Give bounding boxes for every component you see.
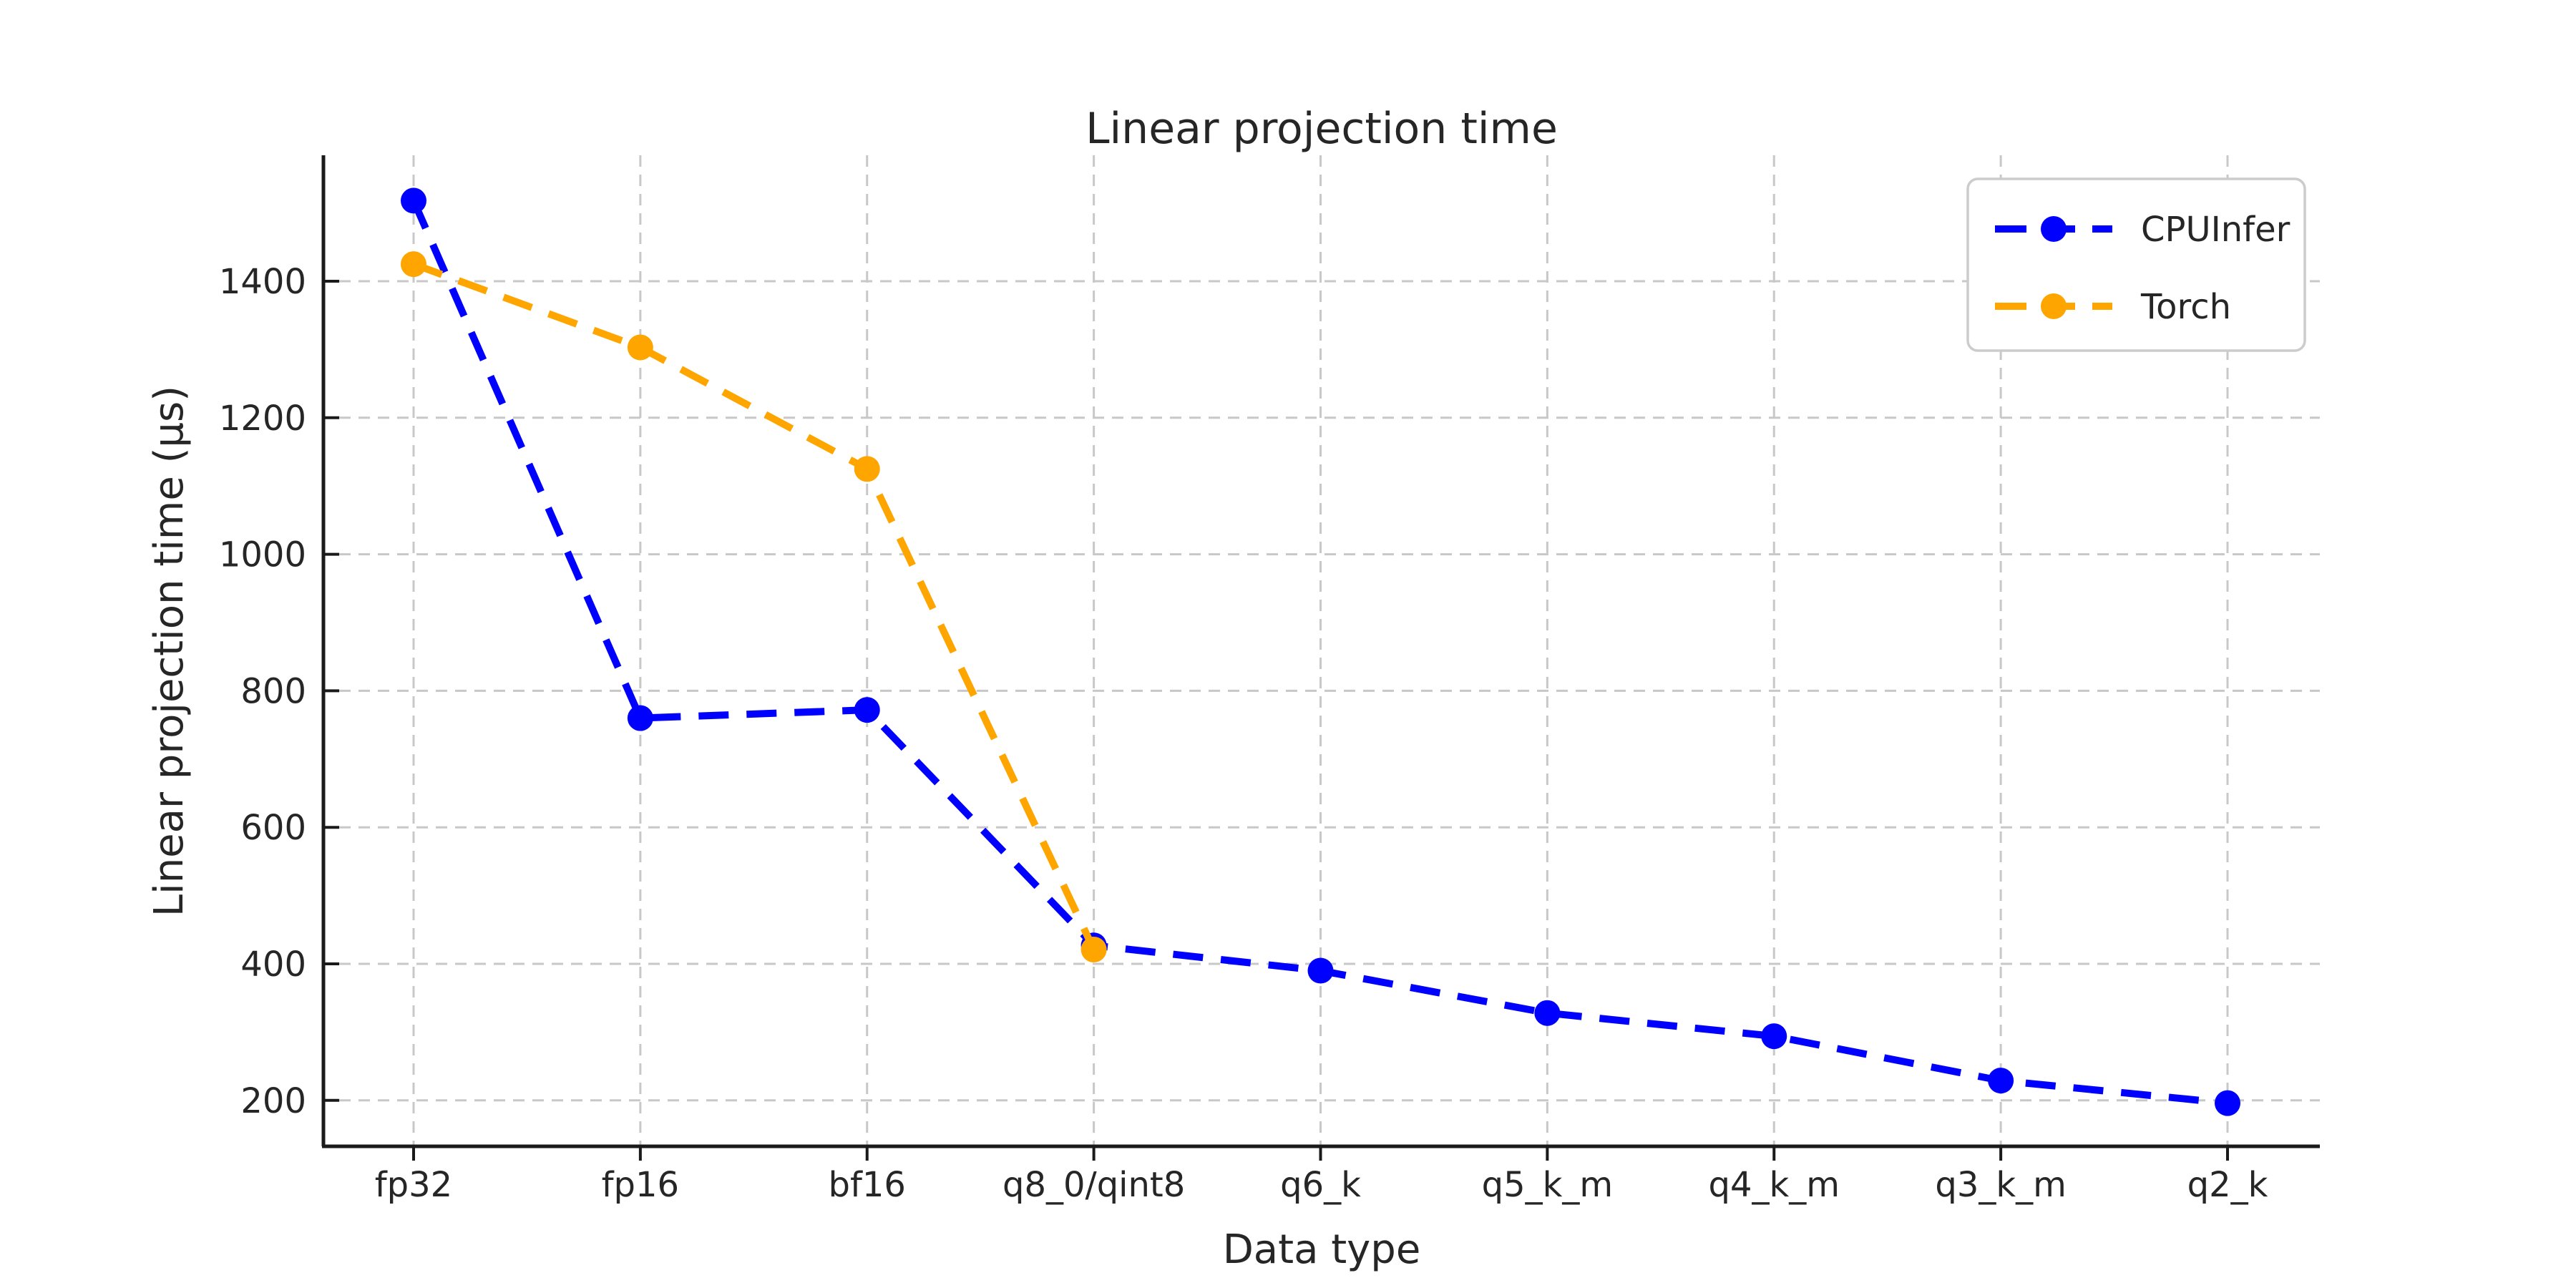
series-marker-cpuinfer <box>1988 1068 2014 1094</box>
x-tick-label: q4_k_m <box>1708 1165 1840 1205</box>
x-tick-label: q2_k <box>2187 1165 2268 1205</box>
x-tick-label: q8_0/qint8 <box>1002 1165 1185 1205</box>
legend-label: Torch <box>2140 287 2231 327</box>
series-marker-cpuinfer <box>2215 1090 2240 1116</box>
x-tick-label: q3_k_m <box>1935 1165 2067 1205</box>
y-tick-label: 400 <box>240 945 306 985</box>
x-tick-label: bf16 <box>829 1165 906 1205</box>
y-tick-label: 1400 <box>219 262 306 302</box>
series-marker-cpuinfer <box>1761 1023 1787 1050</box>
y-tick-label: 600 <box>240 808 306 848</box>
series-marker-torch <box>627 334 653 361</box>
series-marker-torch <box>854 456 880 482</box>
x-tick-label: fp16 <box>602 1165 679 1205</box>
series-marker-torch <box>401 251 426 278</box>
x-axis-label: Data type <box>1223 1226 1421 1273</box>
series-marker-cpuinfer <box>401 187 426 214</box>
axes: 200 400 600 800 1000 1200 1400 fp32 fp16 bf16 q8_0… <box>219 155 2320 1205</box>
legend-sample-marker <box>2041 216 2067 242</box>
series-marker-cpuinfer <box>1534 1000 1561 1026</box>
legend-label: CPUInfer <box>2141 210 2290 250</box>
legend-sample-marker <box>2041 293 2067 319</box>
series-line-torch <box>412 260 1098 952</box>
y-tick-label: 800 <box>240 671 306 711</box>
y-axis-label: Linear projection time (μs) <box>146 386 192 917</box>
x-tick-label: q5_k_m <box>1482 1165 1614 1205</box>
y-tick-label: 1000 <box>219 535 306 575</box>
legend: CPUInfer Torch <box>1966 177 2306 352</box>
y-tick-label: 200 <box>240 1081 306 1121</box>
chart-title: Linear projection time <box>1085 104 1558 154</box>
x-tick-label: fp32 <box>375 1165 452 1205</box>
series-marker-cpuinfer <box>854 697 880 723</box>
series-marker-torch <box>1080 936 1107 962</box>
data-series <box>401 187 2240 1116</box>
legend-box <box>1966 177 2306 352</box>
series-marker-cpuinfer <box>1307 957 1334 984</box>
y-tick-label: 1200 <box>219 399 306 439</box>
x-tick-label: q6_k <box>1280 1165 1361 1205</box>
series-marker-cpuinfer <box>627 705 653 731</box>
